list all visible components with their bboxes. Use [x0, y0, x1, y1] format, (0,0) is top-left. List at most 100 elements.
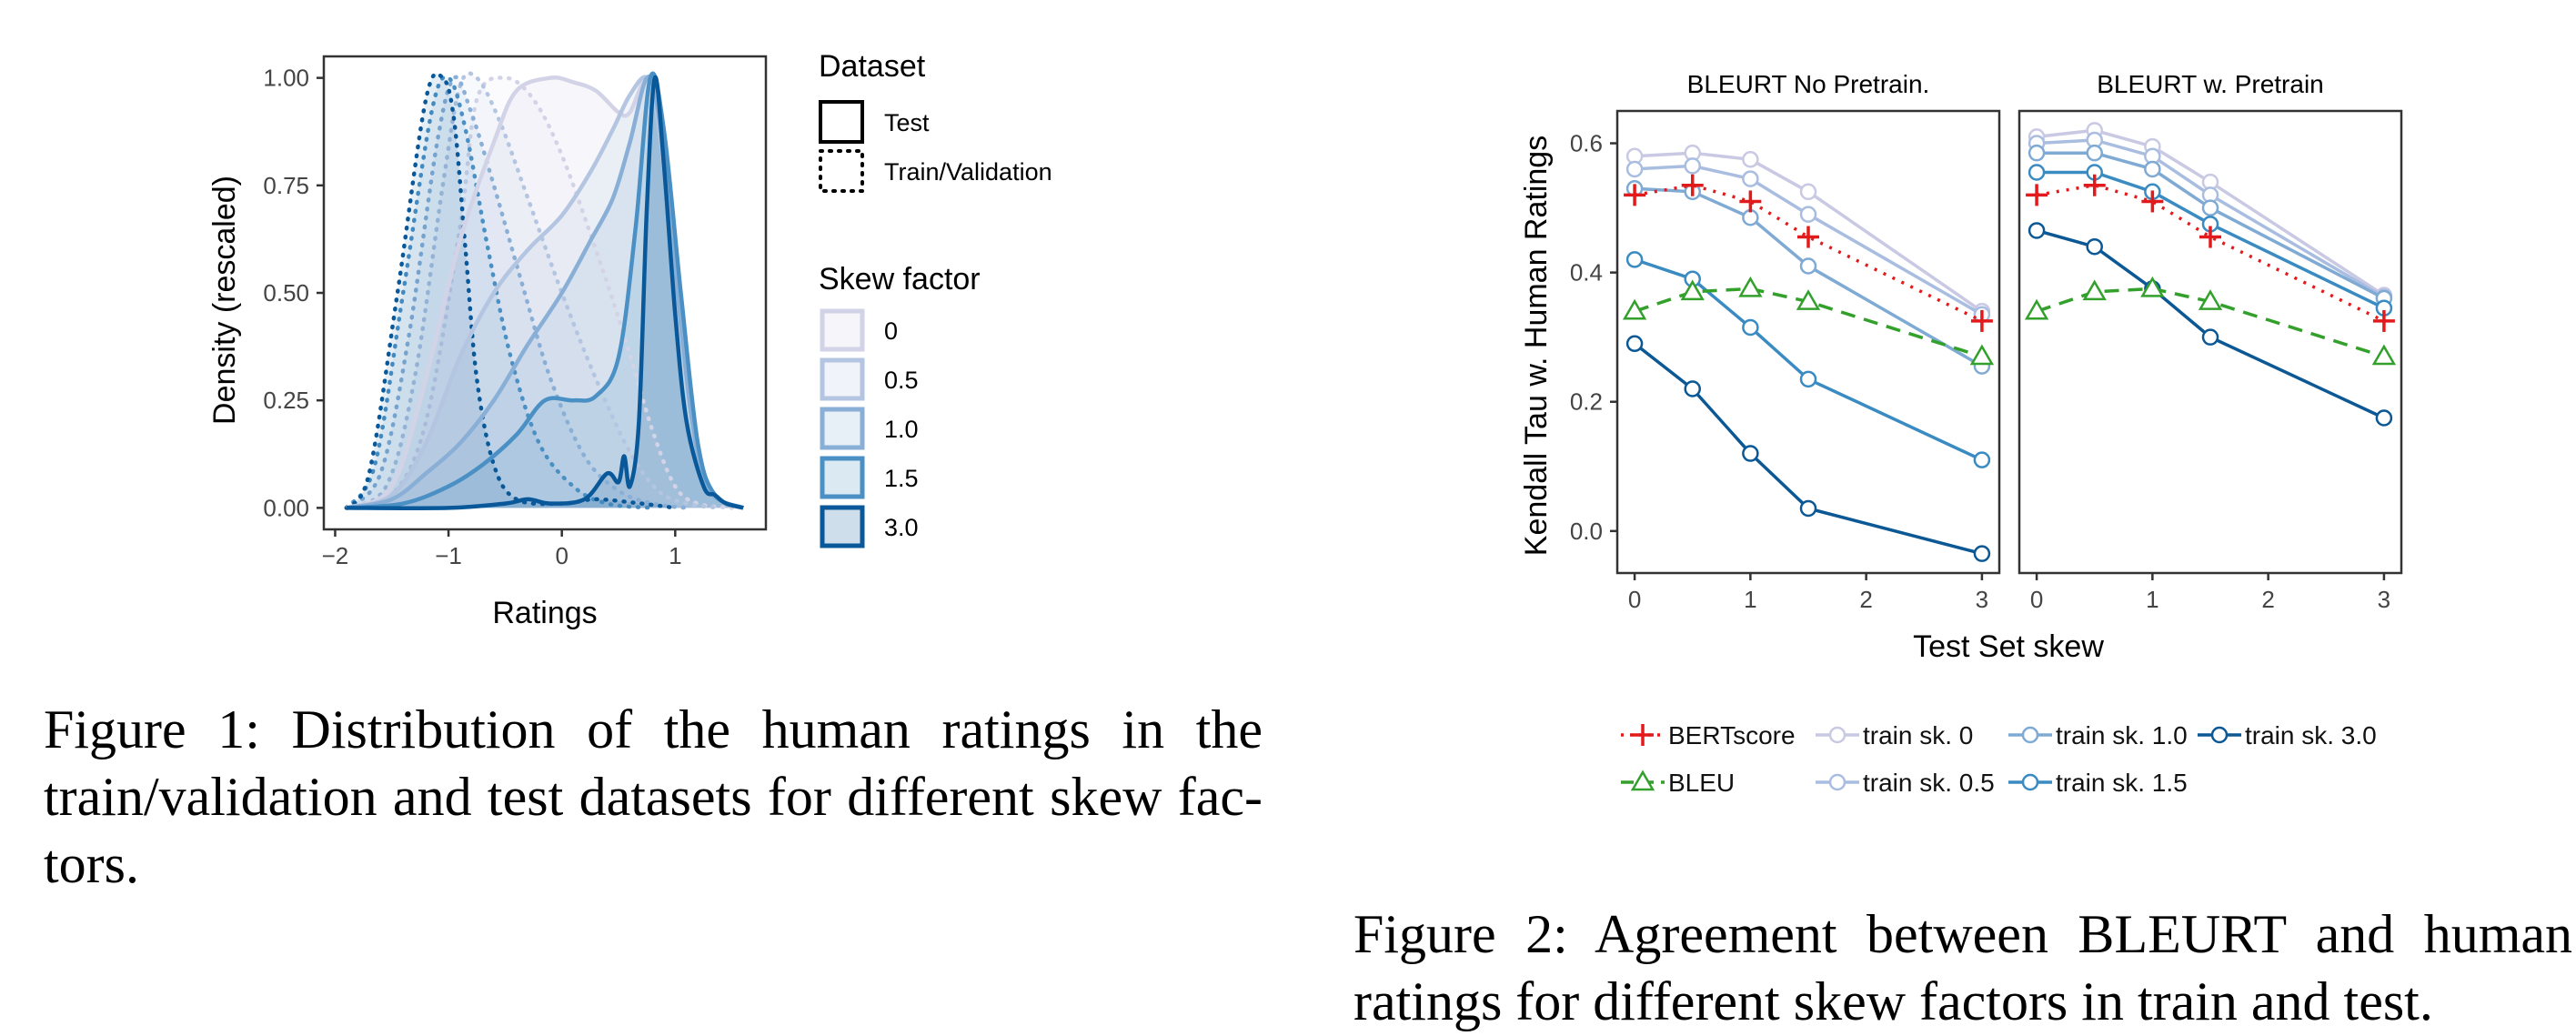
fig1-train-curve-0: [344, 75, 734, 510]
fig2-marker-triangle: [2082, 279, 2107, 301]
fig2-marker-circle: [1742, 318, 1759, 337]
fig2-legend-label: train sk. 1.5: [2056, 769, 2188, 797]
fig2-line: [2036, 183, 2385, 323]
fig2-marker-circle: [2086, 237, 2103, 256]
fig2-marker-circle: [2028, 222, 2046, 239]
fig2-series-train-sk-0-5: [1625, 157, 1991, 324]
fig2-marker-circle: [1799, 206, 1817, 223]
fig1-y-tick-label: 0.75: [263, 172, 309, 199]
fig2-legend: BERTscore train sk. 0 train sk. 1.0 train s…: [1621, 721, 2377, 797]
fig2-line: [1634, 183, 1983, 323]
fig2-panel-right-title: BLEURT w. Pretrain: [2097, 70, 2324, 98]
fig2-series-bertscore: [2026, 174, 2395, 332]
fig2-panel-left-title: BLEURT No Pretrain.: [1687, 70, 1930, 98]
fig2-marker-circle: [1625, 335, 1644, 353]
fig1-y-tick-label: 1.00: [263, 65, 309, 92]
fig2-axes: 0 1 2 3 0.0 0.2 0.4 0.6 0 1 2 3: [1570, 130, 2390, 613]
fig1-legend-skew-label-1.0: 1.0: [884, 416, 919, 443]
fig2-x-tick-label: 0: [2030, 586, 2043, 613]
fig1-legend-skew-label-1.5: 1.5: [884, 465, 919, 492]
fig2-x-tick-label: 1: [1744, 586, 1756, 613]
fig1-y-tick-label: 0.25: [263, 387, 309, 414]
figure-2-caption: Figure 2: Agreement between BLEURT and h…: [1353, 900, 2572, 1035]
fig2-marker-triangle: [1796, 289, 1821, 310]
fig1-test-curve-1.5: [346, 71, 745, 510]
figure-1-caption: Figure 1: Distribution of the human rati…: [44, 696, 1263, 898]
fig2-y-axis-label: Kendall Tau w. Human Ratings: [1519, 136, 1554, 556]
fig2-series-train-sk-1-0: [1625, 180, 1991, 375]
figure-1-caption-line-2: train/validation and test datasets for d…: [44, 767, 1263, 827]
fig2-legend-item-train-sk-0: train sk. 0: [1816, 721, 1973, 749]
fig1-legend-skew-swatch-0.5: [820, 357, 865, 401]
fig1-train-curve-1.0: [344, 75, 689, 510]
fig2-marker-circle: [2201, 199, 2219, 216]
fig2-marker-triangle: [2024, 298, 2049, 320]
fig2-marker-circle: [2086, 144, 2103, 162]
fig2-marker-circle: [1742, 208, 1759, 226]
figure-1-caption-line-3: tors.: [44, 834, 139, 894]
fig2-marker-circle: [1828, 773, 1846, 791]
fig2-x-tick-label: 1: [2146, 586, 2158, 613]
fig1-train-curve-0.5: [344, 71, 723, 510]
figure-2-caption-line-1: Figure 2: Agreement between BLEURT and h…: [1353, 904, 2572, 964]
fig1-legend-skew-label-0.5: 0.5: [884, 367, 919, 394]
fig2-marker-circle: [2210, 726, 2229, 744]
fig2-legend-item-train-sk-1-0: train sk. 1.0: [2008, 721, 2188, 749]
fig2-marker-circle: [1828, 726, 1846, 744]
fig2-legend-label: train sk. 1.0: [2056, 721, 2188, 749]
fig2-marker-circle: [1973, 451, 1991, 468]
fig1-legend-skew-label-0: 0: [884, 317, 898, 345]
fig2-x-axis-label: Test Set skew: [1913, 629, 2104, 664]
fig2-legend-label: train sk. 0: [1863, 721, 1973, 749]
fig2-marker-circle: [1799, 183, 1817, 201]
fig2-marker-circle: [1742, 151, 1759, 168]
fig2-x-tick-label: 0: [1628, 586, 1641, 613]
fig2-marker-circle: [2144, 160, 2161, 178]
fig2-marker-circle: [1742, 170, 1759, 187]
fig2-legend-label: train sk. 3.0: [2245, 721, 2377, 749]
figure-1-density-chart: 0.000.250.500.751.00−2 −1 0 1 Ratings Densi…: [207, 49, 1052, 630]
fig1-train-area-1.0: [346, 76, 687, 508]
fig1-train-curve-1.5: [344, 75, 655, 510]
fig2-marker-circle: [2021, 726, 2039, 744]
fig1-legend: Dataset Test Train/Validation Skew facto…: [819, 49, 1052, 548]
fig1-legend-skew-swatch-3.0: [820, 505, 865, 548]
fig2-x-tick-label: 2: [2261, 586, 2274, 613]
fig1-legend-test-label: Test: [884, 109, 930, 136]
fig2-marker-circle: [1625, 160, 1644, 178]
fig1-test-curve-3.0: [346, 75, 744, 511]
fig2-x-tick-label: 3: [2378, 586, 2390, 613]
fig1-x-tick-label: −2: [322, 542, 349, 569]
fig2-marker-triangle: [1630, 769, 1655, 791]
fig1-train-area-1.5: [346, 76, 653, 508]
fig2-marker-circle: [1684, 380, 1701, 397]
fig2-marker-triangle: [2140, 276, 2165, 297]
fig1-legend-skew-items: 0 0.5 1.0 1.5 3.0: [820, 308, 919, 548]
fig2-x-tick-label: 3: [1976, 586, 1988, 613]
fig2-marker-circle: [2028, 144, 2046, 162]
fig1-legend-skew-swatch-1.0: [820, 407, 865, 450]
fig2-line-marks: [1622, 122, 2397, 562]
fig2-marker-circle: [2201, 328, 2219, 346]
fig2-marker-circle: [2375, 409, 2393, 427]
fig1-y-tick-label: 0.00: [263, 494, 309, 521]
fig2-legend-item-train-sk-1-5: train sk. 1.5: [2008, 769, 2188, 797]
fig2-series-bleu: [1622, 276, 1995, 366]
fig1-legend-skew-title: Skew factor: [819, 262, 981, 297]
fig2-marker-circle: [1799, 499, 1817, 518]
fig2-marker-circle: [1742, 445, 1759, 462]
fig2-y-tick-label: 0.6: [1570, 130, 1603, 157]
fig2-marker-triangle: [1969, 344, 1995, 366]
fig2-marker-triangle: [2371, 344, 2397, 366]
fig2-y-tick-label: 0.0: [1570, 518, 1603, 545]
fig2-marker-triangle: [1680, 279, 1705, 301]
fig1-legend-skew-label-3.0: 3.0: [884, 514, 919, 541]
fig1-y-axis-label: Density (rescaled): [207, 176, 242, 425]
fig2-legend-label: BLEU: [1668, 769, 1735, 797]
fig2-legend-label: train sk. 0.5: [1863, 769, 1995, 797]
fig2-legend-label: BERTscore: [1668, 721, 1796, 749]
fig2-marker-circle: [2021, 773, 2039, 791]
fig2-marker-circle: [1684, 157, 1701, 175]
fig1-x-tick-label: 1: [669, 542, 681, 569]
fig2-marker-triangle: [2198, 289, 2223, 310]
